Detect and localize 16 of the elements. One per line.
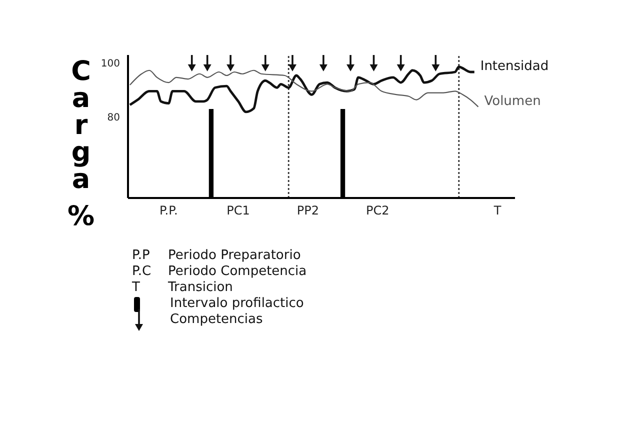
text: P.P Periodo Preparatorio: [132, 248, 301, 263]
x-tick-label: T: [492, 204, 502, 218]
line-series: [128, 66, 476, 114]
series-label: Intensidad: [480, 59, 549, 74]
legend-label: Competencias: [170, 312, 263, 328]
x-tick-label: PC2: [366, 204, 390, 218]
x-tick-label: PC1: [226, 204, 250, 218]
x-tick-label: PP2: [296, 204, 320, 218]
x-tick-label: P.P.: [159, 204, 178, 218]
y-axis-title: Carga %: [66, 56, 96, 232]
text: P.C Periodo Competencia: [132, 264, 307, 279]
y-tick-label: 100: [100, 58, 120, 70]
legend-label: Intervalo profilactico: [170, 296, 304, 312]
y-tick-label: 80: [107, 112, 120, 124]
text: T Transicion: [132, 280, 233, 295]
series-label: Volumen: [484, 94, 541, 109]
